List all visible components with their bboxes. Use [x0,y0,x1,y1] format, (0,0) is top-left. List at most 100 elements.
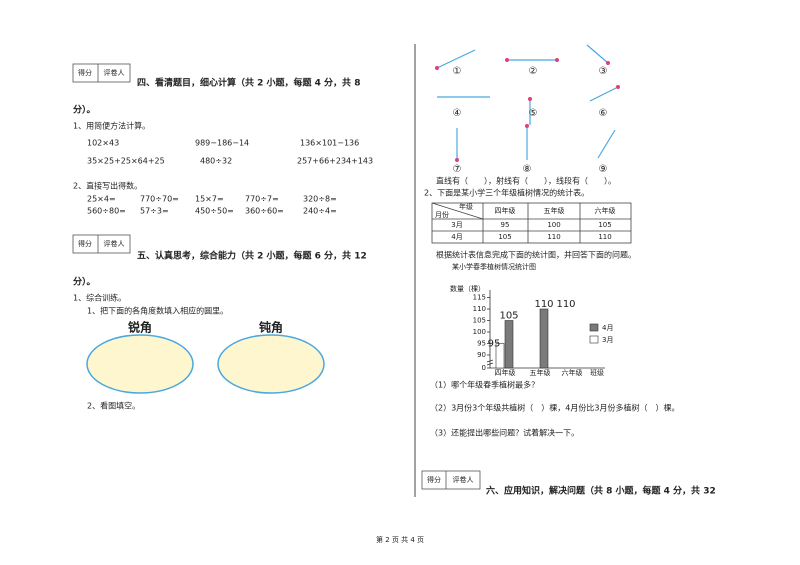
legend-label: 4月 [602,324,613,332]
bar-value-label: 110 [534,299,553,310]
y-tick-label: 0 [482,364,486,372]
bar-value-label: 95 [488,339,501,350]
calc-item: 360÷60= [245,207,284,216]
calc-item: 320÷8= [303,195,337,204]
table-header: 四年级 [495,206,516,215]
y-tick-label: 100 [473,328,486,336]
figure-number: ③ [599,66,608,77]
fill-blank: 直线有（ ），射线有（ ），线段有（ ）。 [436,176,616,186]
chart-question: （3）还能提出哪些问题？试着解决一下。 [430,428,579,438]
answer-ellipse [86,334,194,394]
shape [421,470,481,490]
shape [431,202,632,244]
calc-item: 560÷80= [87,207,126,216]
sub-prompt: 1、把下面的各角度数填入相应的圆里。 [87,306,228,316]
table-header: 五年级 [544,206,565,215]
calc-item: 136×101−136 [300,139,359,148]
shape [431,202,484,220]
shape [528,97,532,101]
calc-item: 15×7= [195,195,224,204]
shape [72,63,131,83]
y-tick-label: 115 [473,294,486,302]
shape [455,158,459,162]
answer-ellipse [217,334,325,394]
table-corner: 年级 [459,202,473,211]
calc-item: 480÷32 [200,157,232,166]
shape [555,58,559,62]
figure-number: ⑤ [529,108,538,119]
table-header: 六年级 [595,206,616,215]
shape [606,61,610,65]
bar [539,308,549,369]
legend-swatch [589,323,599,332]
circle-label: 锐角 [128,320,152,335]
calc-item: 57÷3= [140,207,169,216]
sub-prompt: 2、看图填空。 [87,401,140,411]
y-tick-label: 105 [473,317,486,325]
line-figures [435,44,620,162]
value-label: 110 [556,299,575,310]
x-tick-label: 五年级 [530,368,551,377]
bar-value-label: 105 [499,311,518,322]
calc-item: 989−186−14 [195,139,249,148]
section-title-end: 分）。 [73,104,96,116]
table-cell: 95 [501,221,510,229]
score-label: 得分 [427,475,441,484]
grader-label: 评卷人 [104,68,125,77]
x-tick-label: 四年级 [495,368,516,377]
y-tick-label: 110 [473,305,486,313]
table-cell: 4月 [451,233,462,241]
table-cell: 110 [598,233,611,241]
figure-number: ⑧ [523,164,532,175]
x-tick-label: 六年级 [562,368,583,377]
score-label: 得分 [78,68,92,77]
section-title: 六、应用知识，解决问题（共 8 小题，每题 4 分，共 32 [486,485,716,497]
shape [589,86,619,102]
y-tick-label: 90 [477,351,486,359]
calc-item: 450÷50= [195,207,234,216]
bar [495,343,505,369]
shape [616,85,620,89]
table-cell: 100 [547,221,560,229]
calc-item: 102×43 [87,139,119,148]
table-cell: 105 [598,221,611,229]
shape [72,234,131,254]
shape [436,49,476,69]
section-title-end: 分）。 [73,276,96,288]
calc-item: 770÷70= [140,195,179,204]
section-title: 五、认真思考，综合能力（共 2 小题，每题 6 分，共 12 [137,250,367,262]
legend-swatch [589,335,599,344]
question-prompt: 1、综合训练。 [73,293,126,303]
shape [435,66,439,70]
section-title: 四、看清题目，细心计算（共 2 小题，每题 4 分，共 8 [137,77,360,89]
bar [504,320,514,369]
figure-number: ④ [453,108,462,119]
calc-item: 240÷4= [303,207,337,216]
circle-label: 钝角 [258,320,283,335]
table-cell: 110 [547,233,560,241]
question-prompt: 2、直接写出得数。 [73,181,142,191]
figure-number: ⑨ [599,164,608,175]
legend-label: 3月 [602,336,613,344]
stats-table [431,202,632,244]
instruction: 根据统计表信息完成下面的统计图，并回答下面的问题。 [436,250,636,260]
figure-number: ① [453,66,462,77]
shape [586,44,609,64]
calc-item: 35×25+25×64+25 [87,157,165,166]
calc-item: 25×4= [87,195,116,204]
shape [597,129,616,159]
figure-number: ⑦ [453,164,462,175]
x-axis-label: 班级 [590,368,604,377]
chart-question: （2）3月份3个年级共植树（ ）棵，4月份比3月份多植树（ ）棵。 [430,403,679,413]
score-box [72,63,481,490]
figure-number: ⑥ [599,108,608,119]
page-footer: 第 2 页 共 4 页 [376,535,424,544]
table-cell: 105 [498,233,511,241]
grader-label: 评卷人 [104,239,125,248]
table-corner: 月份 [435,210,449,219]
calc-item: 770÷7= [245,195,279,204]
calc-item: 257+66+234+143 [297,157,373,166]
axis-break [486,359,494,366]
chart-question: （1）哪个年级春季植树最多？ [430,380,539,390]
